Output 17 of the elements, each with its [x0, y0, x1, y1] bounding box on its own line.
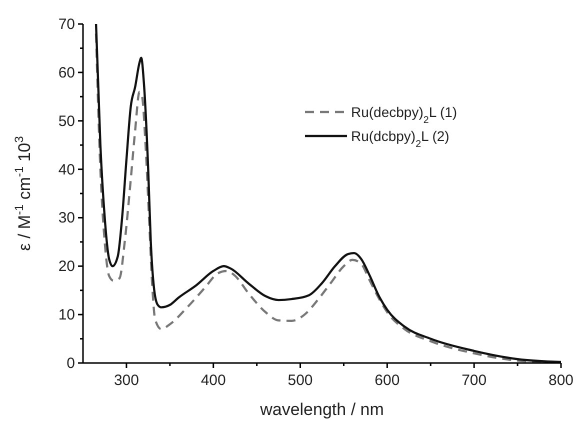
x-tick-label: 300: [114, 372, 139, 389]
x-axis-title: wavelength / nm: [259, 400, 384, 419]
x-tick-label: 600: [374, 372, 400, 389]
y-tick-label: 20: [58, 258, 75, 276]
y-tick-label: 0: [66, 355, 75, 372]
y-tick-label: 30: [58, 210, 75, 227]
x-tick-label: 700: [462, 372, 487, 389]
legend-label: Ru(decbpy)$_{2}$L (1): [351, 104, 458, 126]
x-tick-label: 800: [548, 372, 574, 389]
x-tick-label: 400: [200, 372, 226, 389]
y-tick-label: 10: [58, 306, 75, 324]
x-tick-label: 500: [288, 372, 313, 389]
y-tick-label: 40: [58, 161, 75, 178]
y-tick-label: 50: [58, 112, 75, 130]
y-tick-label: 70: [58, 16, 75, 33]
y-tick-label: 60: [58, 64, 75, 82]
legend-label: Ru(dcbpy)$_{2}$L (2): [351, 128, 450, 150]
